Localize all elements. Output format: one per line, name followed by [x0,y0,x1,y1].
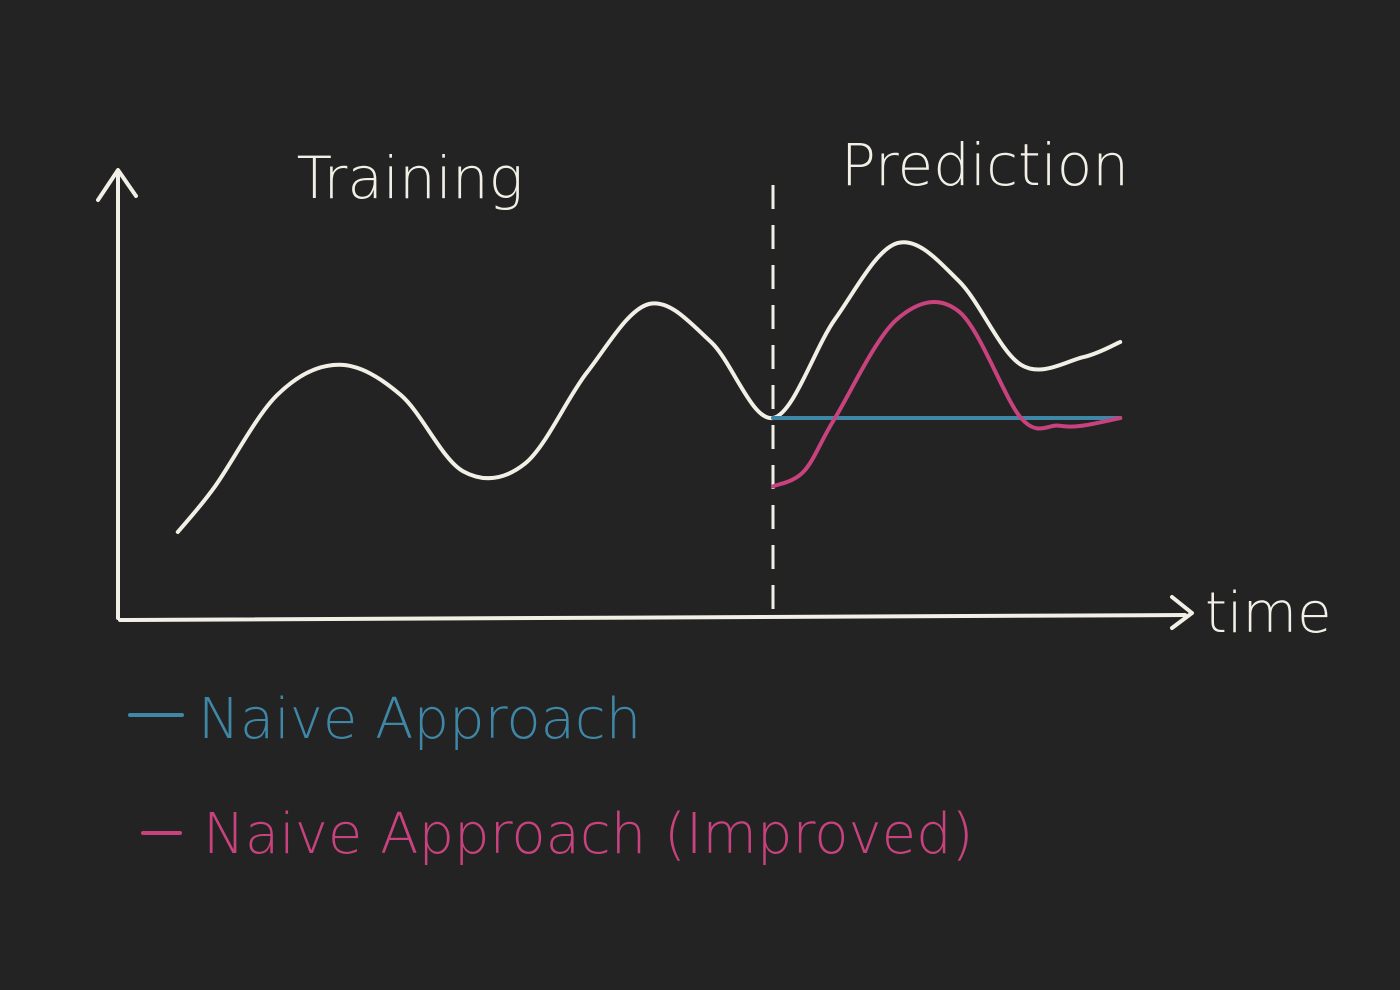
axes [96,168,1194,630]
series-layer [175,240,1123,534]
y-axis-arrowhead [96,168,138,202]
x-axis-label: time [1205,581,1332,646]
series-line-naive-improved [771,300,1123,489]
region-label-prediction: Prediction [841,131,1129,199]
series-line-actual [175,240,1123,534]
x-axis-arrowhead [1170,595,1194,630]
x-axis-line [118,613,1187,622]
legend-label-improved: Naive Approach (Improved) [203,802,974,867]
legend: Naive Approach Naive Approach (Improved) [128,687,974,867]
legend-label-naive: Naive Approach [198,687,641,752]
region-label-training: Training [297,144,524,212]
